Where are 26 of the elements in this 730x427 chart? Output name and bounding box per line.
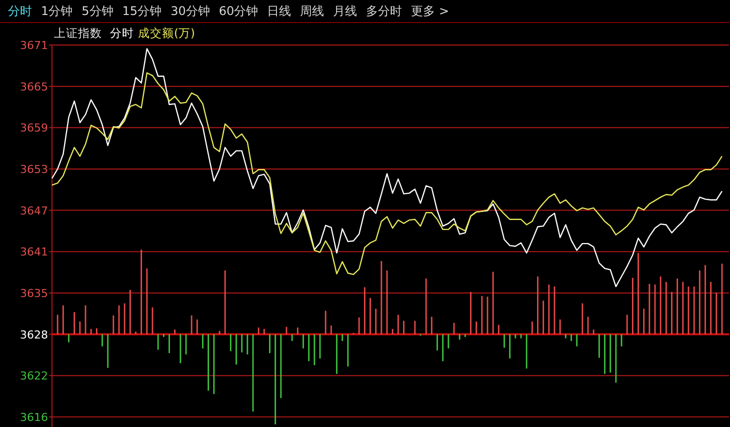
y-tick-label: 3671 — [20, 39, 48, 52]
line-series — [51, 72, 723, 276]
y-tick-label: 3653 — [20, 162, 48, 176]
y-tick-label: 3622 — [20, 370, 48, 383]
text: 成交额(万) — [138, 26, 195, 40]
text: 30分钟 — [170, 4, 210, 18]
y-tick-label: 3616 — [20, 410, 48, 424]
text: 1分钟 — [41, 4, 73, 18]
text: 多分时 — [366, 4, 402, 18]
text: 月线 — [333, 4, 358, 18]
line-series — [51, 48, 723, 288]
text: 更多 > — [411, 4, 449, 18]
text: 周线 — [300, 4, 324, 18]
text: 日线 — [267, 4, 292, 18]
text: 15分钟 — [122, 4, 162, 18]
text: 分时 — [8, 4, 32, 18]
y-tick-label: 3659 — [20, 122, 48, 135]
text: 5分钟 — [82, 4, 114, 18]
y-tick-label: 3641 — [20, 246, 48, 259]
y-tick-label: 3665 — [20, 80, 48, 94]
y-tick-label: 3647 — [20, 204, 48, 218]
text: 60分钟 — [218, 4, 258, 18]
y-tick-label: 3628 — [20, 328, 48, 342]
chart-title: 上证指数 — [54, 26, 102, 40]
y-tick-label: 3635 — [20, 286, 48, 300]
chart-subtitle: 分时 — [110, 26, 134, 40]
